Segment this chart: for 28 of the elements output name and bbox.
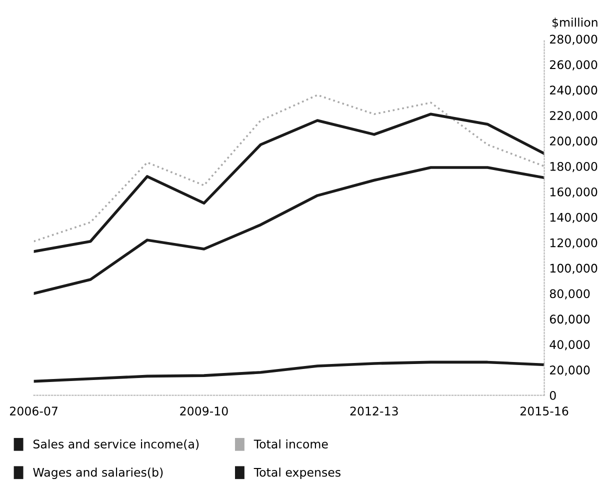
y-tick-label: 220,000 bbox=[550, 111, 598, 122]
y-tick-label: 60,000 bbox=[550, 314, 590, 325]
y-tick-label: 120,000 bbox=[550, 238, 598, 248]
x-tick-label: 2012-13 bbox=[350, 406, 398, 416]
y-tick-label: 180,000 bbox=[550, 162, 598, 172]
y-tick-label: 80,000 bbox=[550, 289, 590, 300]
legend-label: Total expenses bbox=[254, 468, 340, 480]
y-tick-label: 240,000 bbox=[550, 86, 598, 96]
y-tick-label: 280,000 bbox=[550, 34, 598, 45]
y-axis-title: $million bbox=[552, 18, 598, 28]
legend-label: Wages and salaries(b) bbox=[33, 468, 163, 480]
y-tick-label: 20,000 bbox=[550, 366, 590, 376]
y-tick-label: 0 bbox=[550, 391, 556, 400]
line-series bbox=[34, 166, 544, 295]
y-tick-label: 140,000 bbox=[550, 212, 598, 224]
y-tick-label: 260,000 bbox=[550, 60, 598, 70]
y-tick-label: 200,000 bbox=[550, 136, 598, 147]
line-series bbox=[34, 94, 544, 242]
y-tick-label: 100,000 bbox=[550, 264, 598, 274]
legend-label: Total income bbox=[254, 439, 328, 449]
y-tick-label: 160,000 bbox=[550, 187, 598, 198]
y-tick-label: 40,000 bbox=[550, 340, 590, 350]
x-tick-label: 2015-16 bbox=[520, 406, 568, 416]
line-series bbox=[34, 112, 544, 253]
legend-label: Sales and service income(a) bbox=[33, 439, 199, 450]
line-series bbox=[34, 360, 544, 383]
x-tick-label: 2006-07 bbox=[10, 406, 58, 416]
x-tick-label: 2009-10 bbox=[180, 406, 228, 416]
